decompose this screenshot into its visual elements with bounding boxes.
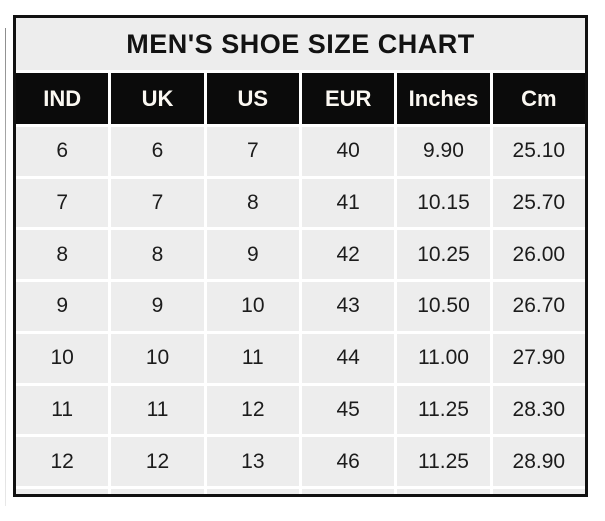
table-cell: 10.25 — [397, 230, 490, 280]
table-cell: 8 — [16, 230, 109, 280]
table-cell: 13 — [206, 437, 299, 486]
table-cell: 10.15 — [397, 178, 490, 228]
column-header-us: US — [206, 73, 299, 124]
table-cell: 8 — [206, 178, 299, 228]
table-cell: 45 — [302, 385, 395, 435]
column-header-ind: IND — [16, 73, 109, 124]
table-cell: 10 — [111, 333, 204, 383]
table-cell: 46 — [302, 437, 395, 486]
table-cell: 11.25 — [397, 385, 490, 435]
cropped-partial-row-cell — [397, 489, 490, 494]
table-cell: 10.50 — [397, 282, 490, 331]
table-cell: 25.10 — [492, 127, 585, 176]
table-cell: 11.00 — [397, 333, 490, 383]
cropped-partial-row-cell — [492, 489, 585, 494]
cropped-partial-row-cell — [302, 489, 395, 494]
table-cell: 25.70 — [492, 178, 585, 228]
table-cell: 12 — [206, 385, 299, 435]
table-cell: 11 — [16, 385, 109, 435]
table-cell: 11 — [206, 333, 299, 383]
table-cell: 7 — [16, 178, 109, 228]
shoe-size-chart-table: MEN'S SHOE SIZE CHART IND UK US EUR Inch… — [13, 15, 588, 497]
table-cell: 12 — [111, 437, 204, 486]
table-cell: 42 — [302, 230, 395, 280]
table-cell: 6 — [16, 127, 109, 176]
table-cell: 26.00 — [492, 230, 585, 280]
table-cell: 28.90 — [492, 437, 585, 486]
table-cell: 43 — [302, 282, 395, 331]
table-cell: 9 — [111, 282, 204, 331]
column-header-inches: Inches — [397, 73, 490, 124]
column-header-cm: Cm — [492, 73, 585, 124]
table-cell: 9.90 — [397, 127, 490, 176]
table-cell: 26.70 — [492, 282, 585, 331]
cropped-partial-row-cell — [16, 489, 109, 494]
table-cell: 6 — [111, 127, 204, 176]
scan-artifact-line — [5, 28, 6, 506]
cropped-partial-row-cell — [111, 489, 204, 494]
table-cell: 40 — [302, 127, 395, 176]
table-cell: 11 — [111, 385, 204, 435]
cropped-partial-row-cell — [206, 489, 299, 494]
table-cell: 12 — [16, 437, 109, 486]
table-cell: 28.30 — [492, 385, 585, 435]
table-cell: 44 — [302, 333, 395, 383]
table-cell: 11.25 — [397, 437, 490, 486]
table-cell: 9 — [16, 282, 109, 331]
table-cell: 7 — [111, 178, 204, 228]
table-cell: 10 — [206, 282, 299, 331]
table-cell: 7 — [206, 127, 299, 176]
table-cell: 27.90 — [492, 333, 585, 383]
column-header-uk: UK — [111, 73, 204, 124]
table-cell: 41 — [302, 178, 395, 228]
table-cell: 8 — [111, 230, 204, 280]
column-header-eur: EUR — [302, 73, 395, 124]
table-cell: 10 — [16, 333, 109, 383]
table-cell: 9 — [206, 230, 299, 280]
chart-title: MEN'S SHOE SIZE CHART — [16, 18, 585, 70]
